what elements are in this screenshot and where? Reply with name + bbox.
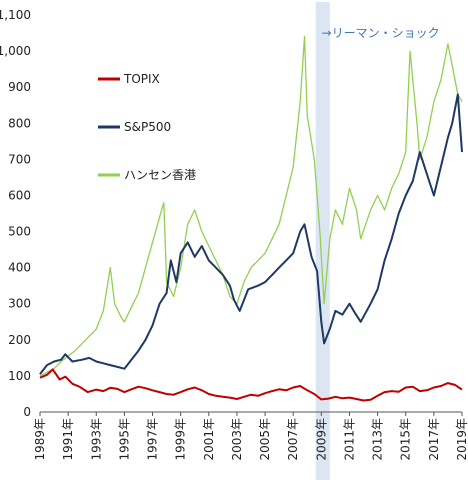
y-tick-label: 800 <box>8 116 31 130</box>
lehman-shock-annotation: →リーマン・ショック <box>322 26 440 40</box>
x-tick-label: 1997年 <box>146 418 160 461</box>
x-tick-label: 2003年 <box>230 418 244 461</box>
x-tick-label: 1989年 <box>33 418 47 461</box>
legend-label-hang-seng: ハンセン香港 <box>124 168 196 182</box>
x-tick-label: 2007年 <box>286 418 300 461</box>
x-tick-label: 2005年 <box>258 418 272 461</box>
x-tick-label: 2019年 <box>455 418 468 461</box>
legend: TOPIX S&P500 ハンセン香港 <box>98 72 196 182</box>
y-tick-label: 100 <box>8 369 31 383</box>
lehman-shock-band <box>315 2 330 480</box>
y-tick-label: 300 <box>8 297 31 311</box>
series-line-sp500 <box>39 93 463 375</box>
x-tick-label: 2017年 <box>427 418 441 461</box>
x-tick-label: 1993年 <box>89 418 103 461</box>
y-tick-label: 1,000 <box>0 44 31 58</box>
y-tick-label: 500 <box>8 225 31 239</box>
y-tick-label: 1,100 <box>0 8 31 22</box>
legend-label-sp500: S&P500 <box>124 120 171 134</box>
x-tick-label: 2011年 <box>342 418 356 461</box>
series-line-topix <box>39 368 463 402</box>
series-line-hang-seng <box>39 36 463 377</box>
x-tick-label: 1991年 <box>61 418 75 461</box>
legend-label-topix: TOPIX <box>123 72 160 86</box>
x-tick-label: 2001年 <box>202 418 216 461</box>
highlight-band <box>315 2 330 480</box>
x-tick-label: 1999年 <box>174 418 188 461</box>
x-axis: 1989年 1991年 1993年 1995年 1997年 1999年 2001年 2003年… <box>33 411 468 461</box>
y-tick-label: 700 <box>8 152 31 166</box>
x-tick-label: 2009年 <box>314 418 328 461</box>
x-tick-label: 2015年 <box>399 418 413 461</box>
y-tick-label: 200 <box>8 333 31 347</box>
y-axis: 0 100 200 300 400 500 600 700 800 900 1,000 1,100 <box>0 8 31 419</box>
y-tick-label: 0 <box>23 405 31 419</box>
y-tick-label: 600 <box>8 188 31 202</box>
y-tick-label: 900 <box>8 80 31 94</box>
y-tick-label: 400 <box>8 261 31 275</box>
series-lines <box>39 36 463 402</box>
x-tick-label: 2013年 <box>371 418 385 461</box>
x-tick-label: 1995年 <box>117 418 131 461</box>
